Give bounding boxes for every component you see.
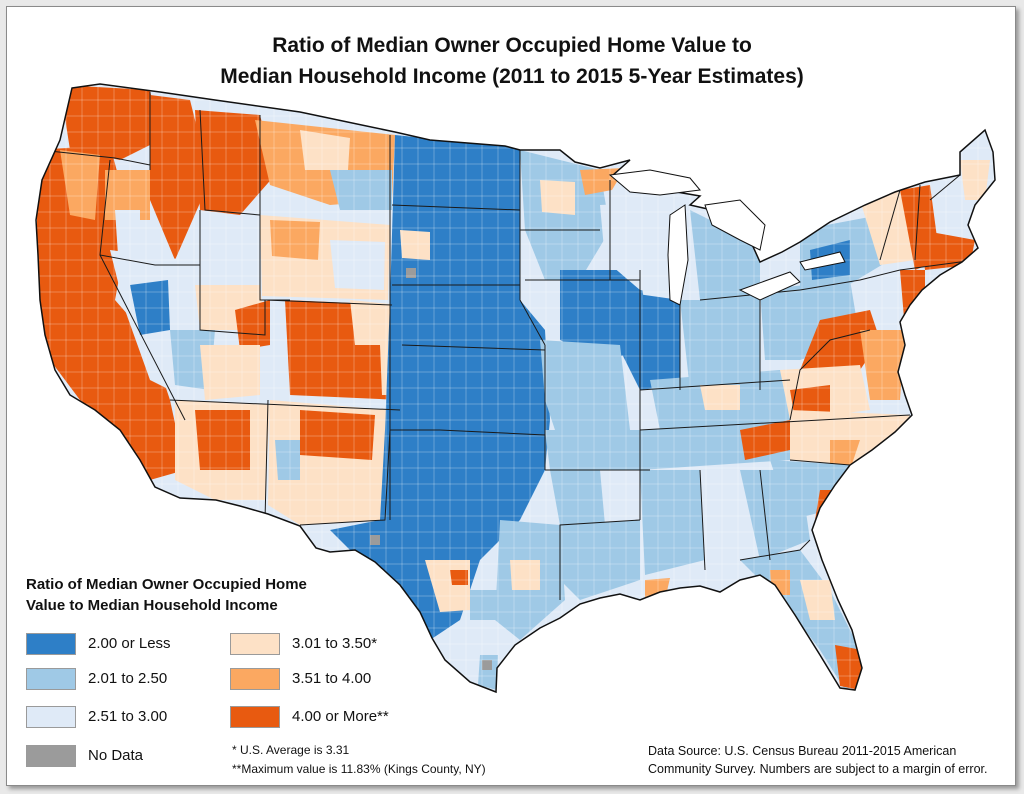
map-title: Ratio of Median Owner Occupied Home Valu…	[0, 30, 1024, 92]
note-us-average: * U.S. Average is 3.31	[232, 743, 350, 757]
data-source-line-2: Community Survey. Numbers are subject to…	[648, 762, 988, 776]
legend-label: 2.00 or Less	[88, 635, 171, 652]
legend-title-line-2: Value to Median Household Income	[26, 597, 278, 614]
legend-swatch	[26, 745, 76, 767]
legend-title: Ratio of Median Owner Occupied Home Valu…	[26, 574, 307, 616]
state-boundaries	[39, 92, 976, 600]
legend-label: No Data	[88, 747, 144, 764]
legend-swatch	[26, 706, 76, 728]
us-outline	[35, 83, 996, 694]
note-maximum-value: **Maximum value is 11.83% (Kings County,…	[232, 762, 486, 776]
legend-label: 2.01 to 2.50	[88, 670, 168, 687]
legend-title-line-1: Ratio of Median Owner Occupied Home	[26, 576, 307, 593]
legend-swatch	[26, 633, 76, 655]
legend-label: 3.01 to 3.50*	[292, 635, 378, 652]
data-source-line-1: Data Source: U.S. Census Bureau 2011-201…	[648, 744, 957, 758]
data-source-note: Data Source: U.S. Census Bureau 2011-201…	[648, 742, 987, 778]
legend-swatch	[230, 633, 280, 655]
legend-swatch	[230, 706, 280, 728]
legend-label: 3.51 to 4.00	[292, 670, 372, 687]
great-lakes	[608, 169, 846, 306]
title-line-2: Median Household Income (2011 to 2015 5-…	[220, 65, 804, 88]
legend-label: 2.51 to 3.00	[88, 708, 168, 725]
legend-swatch	[26, 668, 76, 690]
title-line-1: Ratio of Median Owner Occupied Home Valu…	[272, 34, 752, 57]
legend-swatch	[230, 668, 280, 690]
legend-label: 4.00 or More**	[292, 708, 389, 725]
